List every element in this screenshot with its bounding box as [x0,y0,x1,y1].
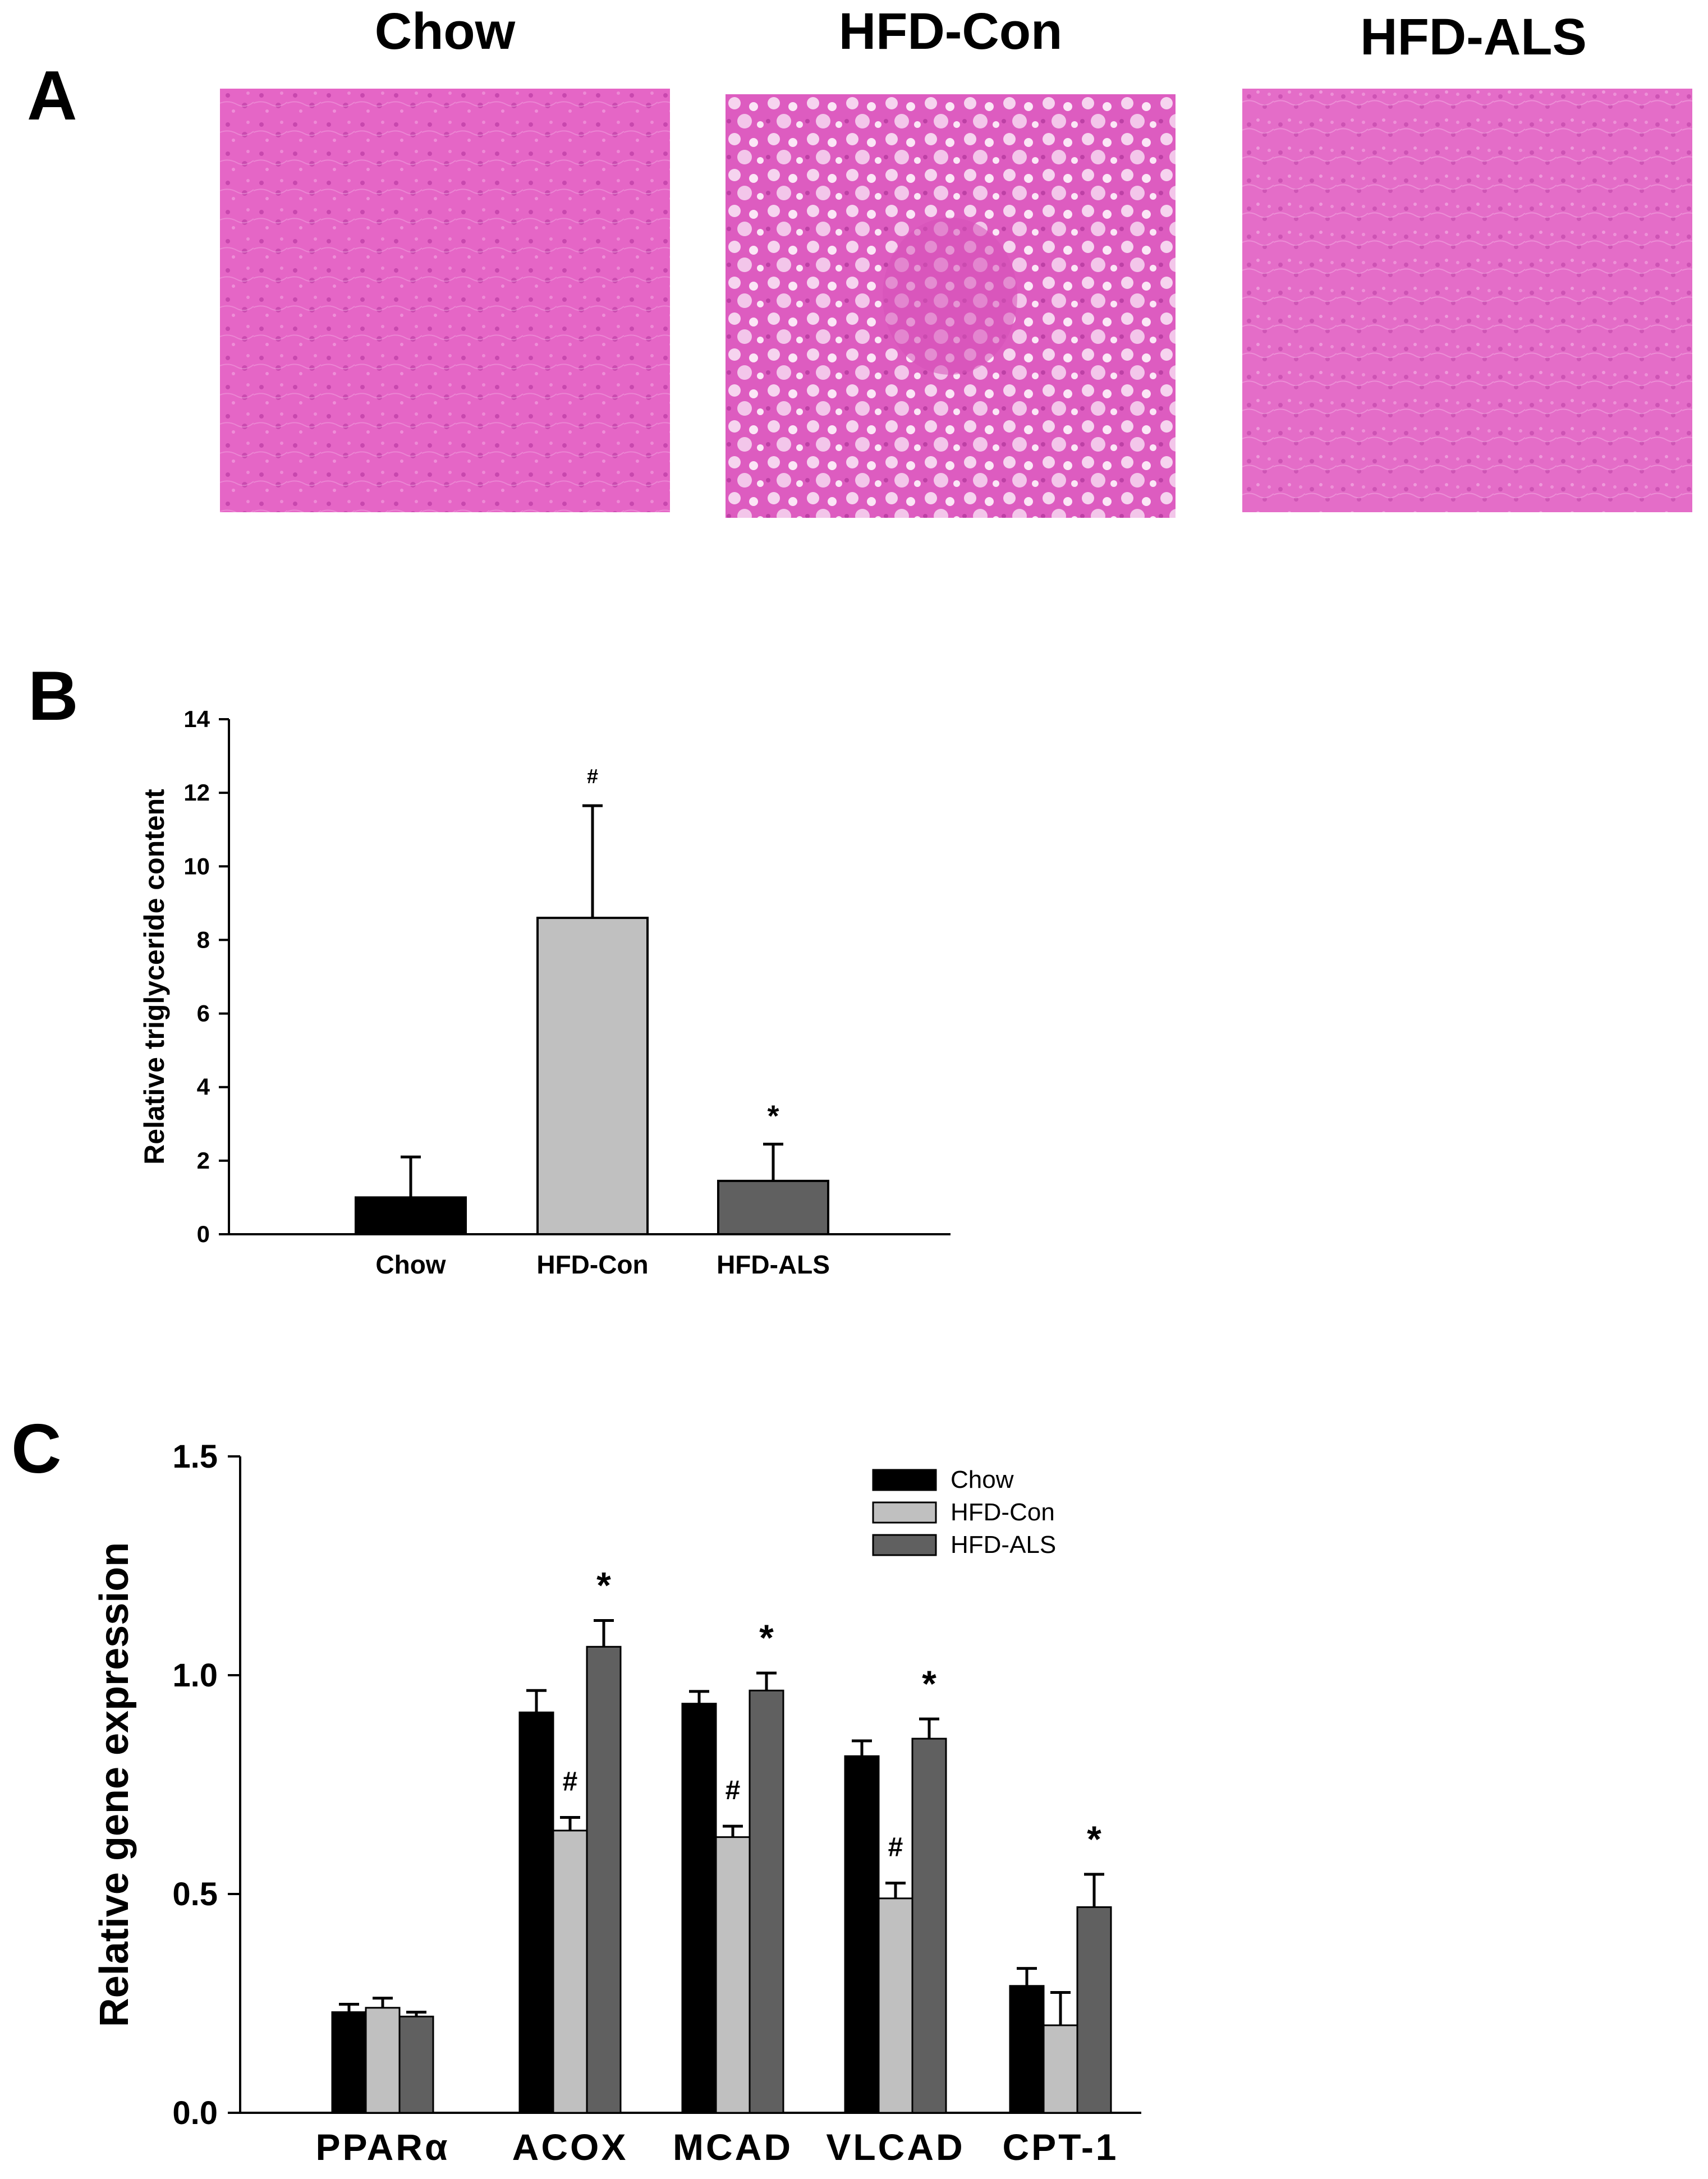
bar-cpt-1-hfd-als [1076,1906,1112,2114]
y-tick-label-2: 2 [197,1147,210,1174]
histology-image-hfd-con [726,94,1176,518]
y-tick-label-14: 14 [183,706,210,732]
significance-marker-mcad-hfd-als: * [759,1617,774,1658]
bar-hfd-als [717,1179,829,1235]
x-tick-label-hfd-als: HFD-ALS [717,1250,830,1279]
histology-texture-hfd-als [1242,89,1692,512]
x-tick-label-chow: Chow [375,1250,446,1279]
panel-a-letter: A [27,57,77,135]
bar-acox-hfd-als [586,1645,622,2114]
bar-vlcad-hfd-als [911,1737,947,2114]
significance-marker-acox-hfd-als: * [596,1565,611,1606]
significance-marker-vlcad-hfd-con: # [888,1833,903,1863]
y-tick-label-8: 8 [197,926,210,953]
bar-ppar-chow [331,2011,367,2114]
bar-hfd-con [536,917,649,1235]
legend-swatch-hfd-con [872,1501,937,1524]
y-tick-label-1-5: 1.5 [172,1438,218,1475]
bar-mcad-hfd-con [715,1836,751,2114]
histology-image-hfd-als [1242,89,1692,512]
bar-acox-hfd-con [552,1829,588,2114]
significance-marker-cpt-1-hfd-als: * [1087,1818,1101,1860]
panel-c-letter: C [11,1410,62,1488]
legend-swatch-chow [872,1469,937,1491]
histology-texture-chow [220,89,670,512]
bar-cpt-1-chow [1009,1985,1045,2114]
bar-mcad-chow [681,1703,717,2114]
x-tick-label-vlcad: VLCAD [826,2126,965,2168]
significance-marker-acox-hfd-con: # [563,1767,578,1797]
y-tick-label-12: 12 [183,779,210,806]
significance-marker-hfd-als: * [767,1099,779,1133]
x-tick-label-hfd-con: HFD-Con [536,1250,648,1279]
legend-label-hfd-con: HFD-Con [951,1498,1055,1526]
bar-vlcad-chow [844,1755,880,2114]
bar-mcad-hfd-als [749,1689,784,2114]
histology-title-chow: Chow [374,3,516,60]
x-tick-label-acox: ACOX [512,2126,628,2168]
bar-vlcad-hfd-con [878,1897,913,2114]
y-axis-label: Relative gene expression [92,1542,137,2027]
histology-texture-hfd-con [726,94,1176,518]
bar-cpt-1-hfd-con [1043,2024,1078,2114]
y-axis-label: Relative triglyceride content [139,789,170,1165]
significance-marker-mcad-hfd-con: # [726,1776,741,1805]
histology-title-hfd-con: HFD-Con [838,3,1063,60]
x-tick-label-cpt-1: CPT-1 [1002,2126,1118,2168]
histology-image-chow [220,89,670,512]
x-tick-label-mcad: MCAD [673,2126,793,2168]
y-tick-label-0-5: 0.5 [172,1876,218,1913]
significance-marker-vlcad-hfd-als: * [922,1663,936,1704]
y-tick-label-0-0: 0.0 [172,2095,218,2131]
legend-swatch-hfd-als [872,1534,937,1556]
panel-b-letter: B [28,658,79,735]
legend-label-chow: Chow [951,1466,1014,1493]
bar-ppar-hfd-als [398,2015,434,2114]
significance-marker-hfd-con: # [587,765,598,788]
x-tick-label-ppar: PPARα [315,2126,449,2168]
histology-title-hfd-als: HFD-ALS [1360,8,1587,66]
y-tick-label-1-0: 1.0 [172,1657,218,1694]
triglyceride-bar-chart: 0 2 4 6 8 10 12 14 Relative triglyceride content… [139,706,951,1279]
legend-label-hfd-als: HFD-ALS [951,1531,1056,1559]
bar-ppar-hfd-con [365,2007,401,2114]
y-tick-label-0: 0 [197,1221,210,1247]
y-tick-label-6: 6 [197,1000,210,1027]
bar-acox-chow [518,1711,554,2114]
y-tick-label-4: 4 [197,1074,210,1100]
y-tick-label-10: 10 [183,853,210,879]
